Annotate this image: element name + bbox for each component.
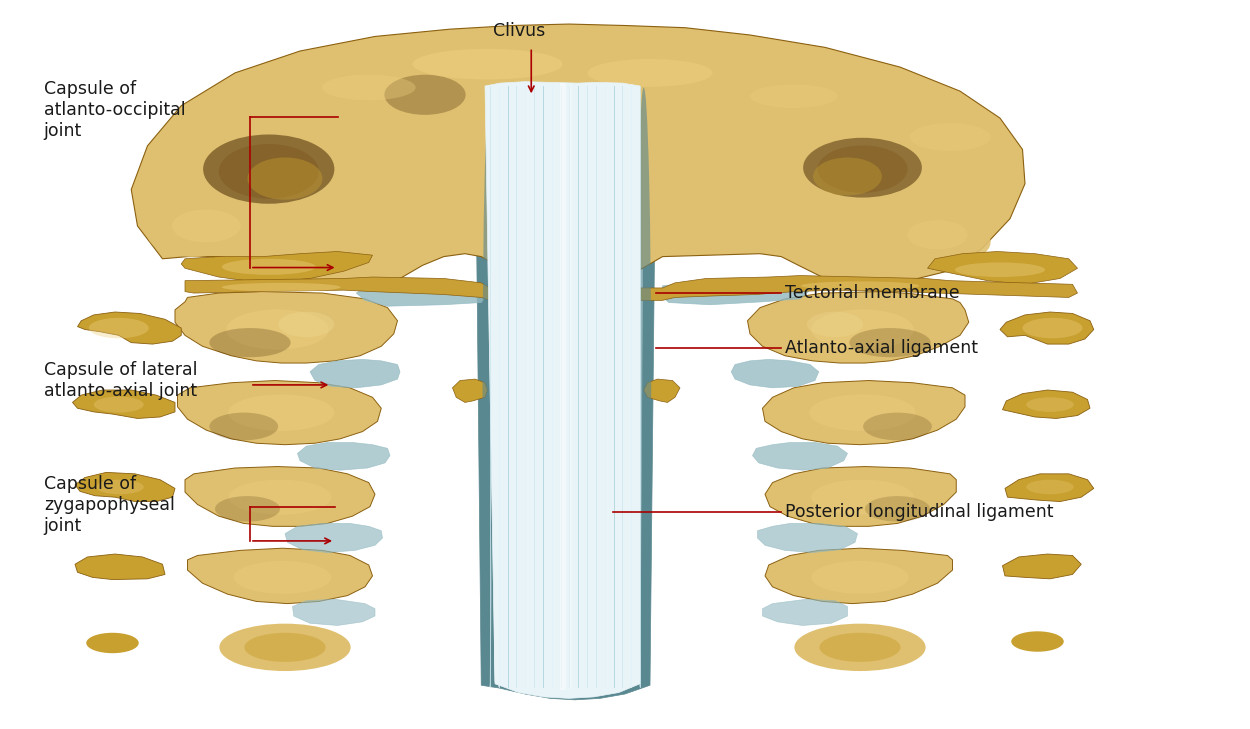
Polygon shape: [75, 554, 165, 580]
Ellipse shape: [89, 318, 149, 338]
Ellipse shape: [820, 633, 900, 662]
Text: Capsule of
zygapophyseal
joint: Capsule of zygapophyseal joint: [44, 475, 175, 535]
Ellipse shape: [482, 87, 498, 685]
Polygon shape: [298, 443, 390, 470]
Polygon shape: [1000, 312, 1094, 344]
Ellipse shape: [229, 480, 331, 515]
Ellipse shape: [226, 309, 329, 350]
Polygon shape: [762, 381, 965, 445]
Ellipse shape: [1026, 397, 1074, 412]
Polygon shape: [731, 359, 819, 388]
Ellipse shape: [908, 220, 968, 249]
Ellipse shape: [808, 312, 862, 337]
Polygon shape: [762, 599, 848, 625]
Polygon shape: [177, 381, 381, 445]
Ellipse shape: [210, 328, 290, 357]
Polygon shape: [181, 252, 372, 283]
Polygon shape: [1003, 390, 1090, 418]
Ellipse shape: [215, 496, 280, 522]
Polygon shape: [310, 359, 400, 388]
Ellipse shape: [148, 210, 240, 257]
Polygon shape: [1003, 554, 1081, 579]
Ellipse shape: [750, 85, 838, 108]
Ellipse shape: [234, 561, 331, 593]
Ellipse shape: [278, 312, 335, 337]
Ellipse shape: [818, 146, 908, 193]
Ellipse shape: [910, 123, 991, 151]
Polygon shape: [485, 82, 644, 696]
Ellipse shape: [322, 75, 415, 101]
Ellipse shape: [245, 633, 325, 662]
Ellipse shape: [811, 561, 909, 593]
Ellipse shape: [1026, 480, 1074, 494]
Ellipse shape: [795, 624, 925, 671]
Ellipse shape: [385, 75, 466, 115]
Ellipse shape: [94, 397, 144, 413]
Ellipse shape: [222, 283, 340, 292]
Ellipse shape: [228, 394, 335, 431]
Polygon shape: [72, 390, 175, 418]
Text: Capsule of
atlanto-occipital
joint: Capsule of atlanto-occipital joint: [44, 80, 185, 140]
Ellipse shape: [955, 262, 1045, 277]
Ellipse shape: [210, 413, 278, 440]
Polygon shape: [485, 82, 640, 698]
Text: Atlanto-axial ligament: Atlanto-axial ligament: [785, 339, 978, 356]
Ellipse shape: [811, 309, 914, 350]
Polygon shape: [928, 252, 1078, 284]
Polygon shape: [475, 79, 656, 700]
Polygon shape: [292, 599, 375, 625]
Ellipse shape: [810, 394, 916, 431]
Polygon shape: [452, 379, 488, 402]
Ellipse shape: [814, 157, 882, 195]
Polygon shape: [1005, 474, 1094, 502]
Text: Tectorial membrane: Tectorial membrane: [785, 284, 960, 302]
Ellipse shape: [248, 157, 322, 200]
Ellipse shape: [222, 259, 315, 275]
Polygon shape: [765, 548, 952, 604]
Ellipse shape: [865, 496, 930, 522]
Ellipse shape: [219, 144, 319, 198]
Polygon shape: [752, 443, 848, 470]
Ellipse shape: [862, 413, 932, 440]
Polygon shape: [765, 467, 956, 526]
Ellipse shape: [588, 59, 712, 87]
Ellipse shape: [96, 480, 144, 494]
Polygon shape: [175, 292, 398, 363]
Ellipse shape: [220, 624, 350, 671]
Ellipse shape: [910, 221, 991, 263]
Polygon shape: [285, 523, 382, 553]
Ellipse shape: [1011, 631, 1064, 652]
Polygon shape: [185, 467, 375, 526]
Text: Clivus: Clivus: [492, 22, 545, 40]
Polygon shape: [356, 281, 490, 306]
Ellipse shape: [1022, 318, 1082, 338]
Ellipse shape: [173, 210, 240, 243]
Ellipse shape: [800, 281, 919, 290]
Ellipse shape: [202, 135, 335, 204]
Polygon shape: [131, 24, 1025, 286]
Polygon shape: [188, 548, 372, 604]
Polygon shape: [644, 379, 680, 402]
Polygon shape: [660, 280, 810, 305]
Ellipse shape: [802, 138, 922, 198]
Polygon shape: [78, 312, 181, 344]
Ellipse shape: [636, 87, 651, 685]
Ellipse shape: [86, 633, 139, 653]
Ellipse shape: [811, 480, 914, 515]
Polygon shape: [748, 292, 969, 363]
Ellipse shape: [412, 49, 562, 79]
Polygon shape: [185, 276, 1078, 300]
Text: Capsule of lateral
atlanto-axial joint: Capsule of lateral atlanto-axial joint: [44, 361, 198, 400]
Text: Posterior longitudinal ligament: Posterior longitudinal ligament: [785, 503, 1054, 521]
Polygon shape: [75, 472, 175, 502]
Polygon shape: [758, 523, 858, 553]
Ellipse shape: [850, 328, 930, 357]
